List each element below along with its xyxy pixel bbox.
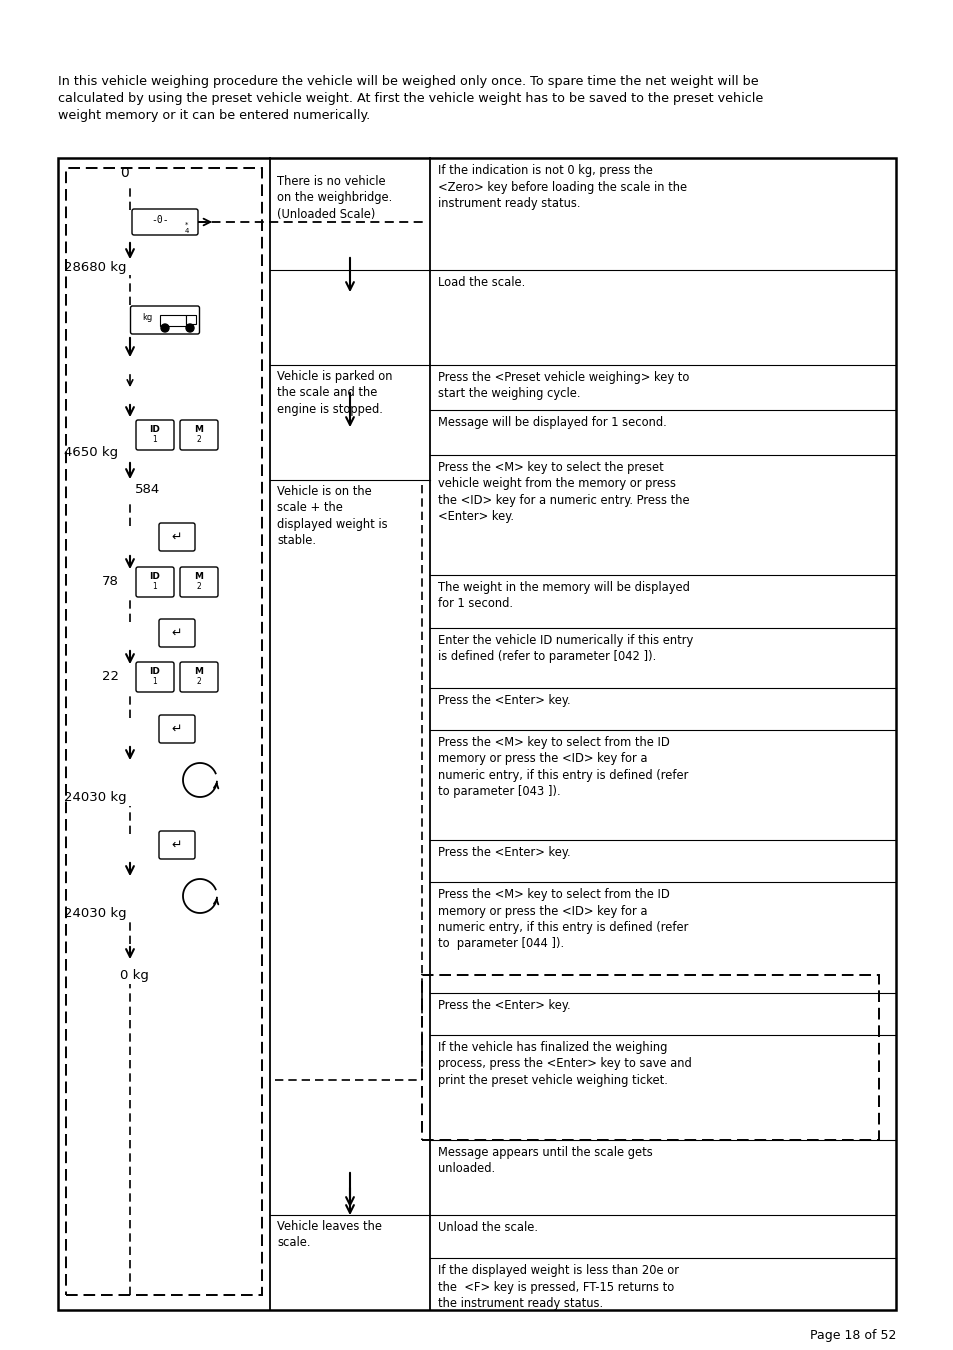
Text: M: M	[194, 425, 203, 435]
Text: In this vehicle weighing procedure the vehicle will be weighed only once. To spa: In this vehicle weighing procedure the v…	[58, 76, 762, 122]
Text: There is no vehicle
on the weighbridge.
(Unloaded Scale): There is no vehicle on the weighbridge. …	[276, 176, 392, 221]
Text: Press the <Preset vehicle weighing> key to
start the weighing cycle.: Press the <Preset vehicle weighing> key …	[437, 371, 689, 401]
Text: Press the <Enter> key.: Press the <Enter> key.	[437, 999, 570, 1012]
Text: 0: 0	[120, 166, 130, 180]
Text: Vehicle leaves the
scale.: Vehicle leaves the scale.	[276, 1220, 381, 1250]
Text: ↵: ↵	[172, 722, 182, 736]
Text: M: M	[194, 667, 203, 676]
Text: If the vehicle has finalized the weighing
process, press the <Enter> key to save: If the vehicle has finalized the weighin…	[437, 1041, 691, 1087]
Text: 78: 78	[102, 575, 119, 589]
Text: 2: 2	[196, 436, 201, 444]
Text: Vehicle is parked on
the scale and the
engine is stopped.: Vehicle is parked on the scale and the e…	[276, 370, 392, 416]
Text: If the displayed weight is less than 20e or
the  <F> key is pressed, FT-15 retur: If the displayed weight is less than 20e…	[437, 1264, 679, 1310]
FancyBboxPatch shape	[131, 306, 199, 333]
Bar	[160, 315, 186, 325]
Text: 24030 kg: 24030 kg	[64, 907, 127, 921]
Text: Enter the vehicle ID numerically if this entry
is defined (refer to parameter [0: Enter the vehicle ID numerically if this…	[437, 634, 693, 663]
Text: ↵: ↵	[172, 626, 182, 640]
Bar	[186, 315, 195, 324]
FancyBboxPatch shape	[136, 662, 173, 693]
Text: ↵: ↵	[172, 838, 182, 852]
Circle shape	[186, 324, 193, 332]
Text: 28680 kg: 28680 kg	[64, 262, 127, 274]
Text: 1: 1	[152, 678, 157, 687]
Text: Press the <Enter> key.: Press the <Enter> key.	[437, 846, 570, 859]
Text: 4: 4	[185, 228, 189, 234]
FancyBboxPatch shape	[159, 620, 194, 647]
Text: Message will be displayed for 1 second.: Message will be displayed for 1 second.	[437, 416, 666, 429]
Text: Press the <M> key to select from the ID
memory or press the <ID> key for a
numer: Press the <M> key to select from the ID …	[437, 888, 688, 950]
Text: Load the scale.: Load the scale.	[437, 275, 525, 289]
FancyBboxPatch shape	[159, 522, 194, 551]
Bar	[58, 158, 895, 1310]
FancyBboxPatch shape	[180, 420, 218, 450]
FancyBboxPatch shape	[132, 209, 198, 235]
Circle shape	[161, 324, 169, 332]
Text: Message appears until the scale gets
unloaded.: Message appears until the scale gets unl…	[437, 1146, 652, 1176]
Text: ↵: ↵	[172, 531, 182, 544]
Text: 2: 2	[196, 678, 201, 687]
Text: ID: ID	[150, 425, 160, 435]
Text: If the indication is not 0 kg, press the
<Zero> key before loading the scale in : If the indication is not 0 kg, press the…	[437, 163, 686, 211]
Text: 1: 1	[152, 582, 157, 591]
Text: Press the <Enter> key.: Press the <Enter> key.	[437, 694, 570, 707]
Text: M: M	[194, 572, 203, 582]
Text: Unload the scale.: Unload the scale.	[437, 1220, 537, 1234]
FancyBboxPatch shape	[180, 662, 218, 693]
Text: -0-: -0-	[151, 215, 169, 225]
Text: Vehicle is on the
scale + the
displayed weight is
stable.: Vehicle is on the scale + the displayed …	[276, 485, 387, 548]
Text: kg: kg	[142, 313, 152, 323]
FancyBboxPatch shape	[159, 716, 194, 742]
Text: 584: 584	[135, 483, 160, 497]
Text: *: *	[185, 221, 189, 228]
Text: Press the <M> key to select from the ID
memory or press the <ID> key for a
numer: Press the <M> key to select from the ID …	[437, 736, 688, 798]
Text: Page 18 of 52: Page 18 of 52	[809, 1328, 895, 1342]
Text: 1: 1	[152, 436, 157, 444]
FancyBboxPatch shape	[180, 567, 218, 597]
FancyBboxPatch shape	[159, 832, 194, 859]
Text: ID: ID	[150, 572, 160, 582]
FancyBboxPatch shape	[136, 567, 173, 597]
Text: Press the <M> key to select the preset
vehicle weight from the memory or press
t: Press the <M> key to select the preset v…	[437, 460, 689, 524]
Text: 0 kg: 0 kg	[120, 969, 149, 983]
Text: ID: ID	[150, 667, 160, 676]
Text: 4650 kg: 4650 kg	[64, 447, 118, 459]
Text: 2: 2	[196, 582, 201, 591]
Text: 24030 kg: 24030 kg	[64, 791, 127, 805]
FancyBboxPatch shape	[136, 420, 173, 450]
Bar	[421, 975, 878, 1139]
Bar	[66, 167, 262, 1295]
Text: The weight in the memory will be displayed
for 1 second.: The weight in the memory will be display…	[437, 580, 689, 610]
Text: 22: 22	[102, 671, 119, 683]
